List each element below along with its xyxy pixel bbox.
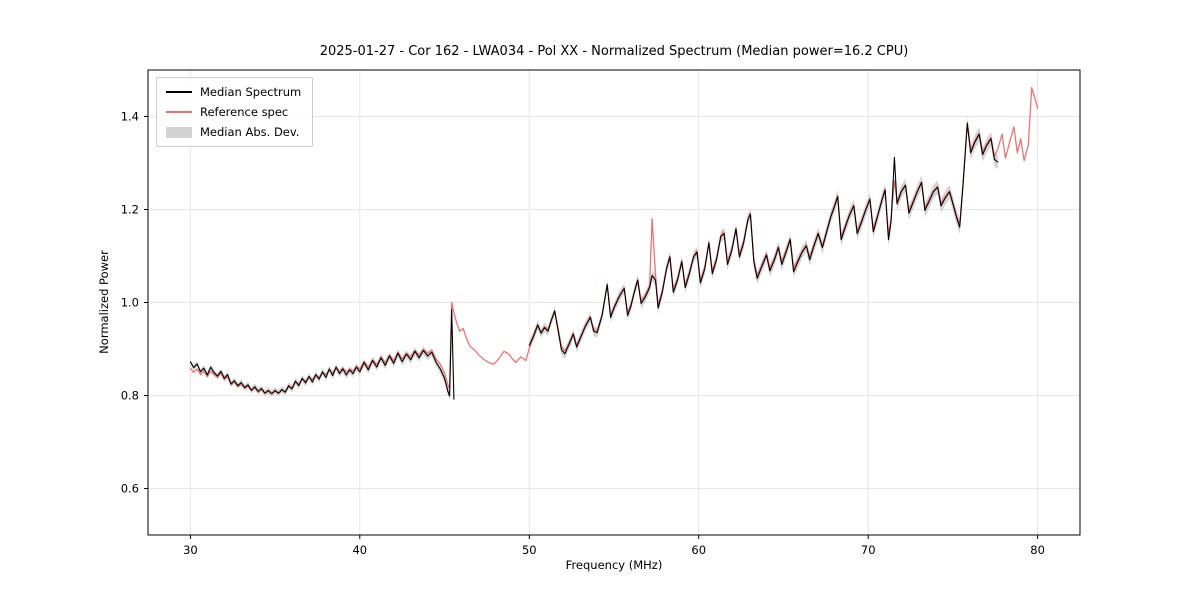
y-tick-label: 1.2 (121, 203, 139, 217)
x-tick-label: 40 (352, 543, 367, 557)
x-tick-label: 60 (691, 543, 706, 557)
legend-item-median-spectrum: Median Spectrum (166, 85, 301, 99)
y-tick-label: 1.4 (121, 110, 139, 124)
legend-label-reference-spec: Reference spec (200, 105, 289, 119)
y-axis-label: Normalized Power (97, 250, 111, 354)
legend-item-median-abs-dev: Median Abs. Dev. (166, 125, 301, 139)
x-axis-label: Frequency (MHz) (565, 558, 663, 572)
y-tick-label: 0.6 (121, 482, 139, 496)
legend-swatch-median-line (166, 91, 192, 93)
legend-swatch-reference-line (166, 111, 192, 113)
legend: Median Spectrum Reference spec Median Ab… (156, 77, 314, 147)
mad-band (190, 305, 454, 404)
x-tick-label: 30 (183, 543, 198, 557)
series-line-reference-spec (189, 87, 1039, 395)
y-tick-label: 1.0 (121, 296, 139, 310)
legend-item-reference-spec: Reference spec (166, 105, 301, 119)
series-line-median-spectrum (189, 122, 999, 400)
legend-label-median-abs-dev: Median Abs. Dev. (200, 125, 300, 139)
legend-swatch-mad-band (166, 126, 192, 138)
y-tick-label: 0.8 (121, 389, 139, 403)
x-tick-label: 80 (1030, 543, 1045, 557)
x-tick-label: 50 (522, 543, 537, 557)
legend-label-median-spectrum: Median Spectrum (200, 85, 302, 99)
mad-band (529, 116, 998, 359)
x-tick-label: 70 (861, 543, 876, 557)
chart-title: 2025-01-27 - Cor 162 - LWA034 - Pol XX -… (319, 44, 909, 59)
